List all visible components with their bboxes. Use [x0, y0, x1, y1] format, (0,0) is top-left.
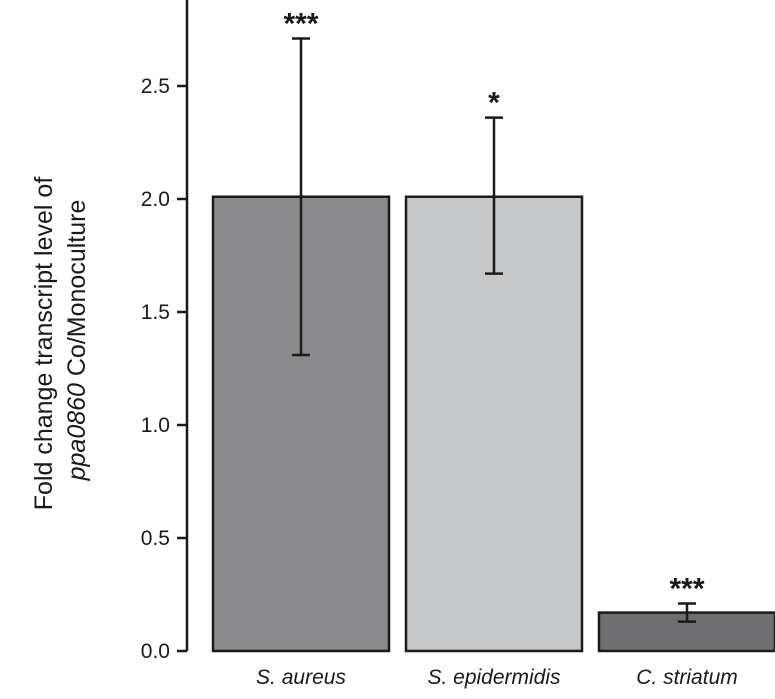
y-axis-label-gene: ppa0860 [63, 383, 91, 481]
y-ticks: 0.0 0.5 1.0 1.5 2.0 2.5 [141, 75, 187, 663]
error-bar [292, 37, 310, 357]
y-axis-label-line1: Fold change transcript level of [30, 177, 58, 511]
x-category-label: S. epidermidis [427, 666, 561, 689]
y-axis-label-ratio: Co/Monoculture [63, 200, 91, 383]
error-bar [485, 116, 503, 275]
significance-labels: ******* [283, 8, 704, 606]
y-tick-label: 1.0 [141, 414, 170, 437]
error-bars-layer [292, 37, 696, 623]
x-category-label: C. striatum [636, 666, 738, 689]
error-bar [678, 602, 696, 623]
y-tick-label: 2.5 [141, 75, 170, 98]
y-tick-label: 1.5 [141, 301, 170, 324]
y-tick-label: 0.0 [141, 640, 170, 663]
y-tick-label: 2.0 [141, 188, 170, 211]
significance-label: *** [283, 8, 318, 41]
significance-label: *** [669, 573, 704, 606]
x-category-label: S. aureus [256, 666, 346, 689]
significance-label: * [488, 87, 500, 120]
x-category-labels: S. aureus S. epidermidis C. striatum [256, 666, 738, 689]
y-axis-label: Fold change transcript level of ppa0860 … [30, 170, 91, 510]
y-tick-label: 0.5 [141, 527, 170, 550]
